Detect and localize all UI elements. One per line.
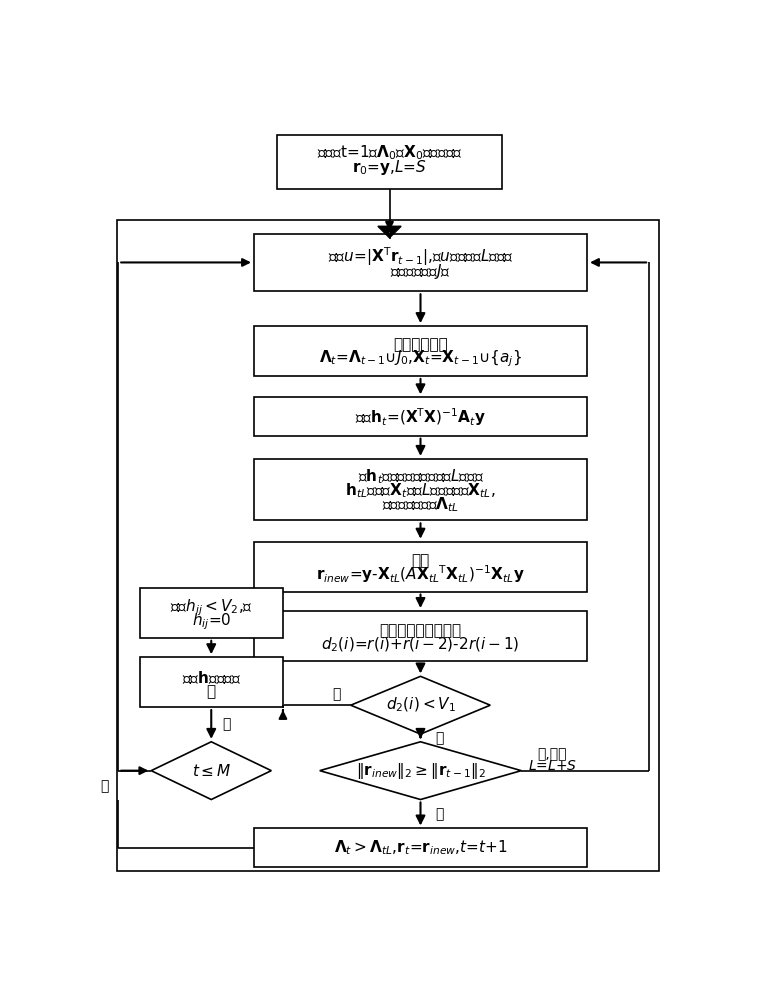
Text: $\mathbf{r}_{inew}$=$\mathbf{y}$-$\mathbf{X}_{tL}$($A$$\mathbf{X}_{tL}$$^\mathrm: $\mathbf{r}_{inew}$=$\mathbf{y}$-$\mathb… xyxy=(316,563,525,585)
Bar xyxy=(140,588,283,638)
Text: 否: 否 xyxy=(435,807,444,821)
Text: 计算$u$=|$\mathbf{X}^\mathrm{T}\mathbf{r}_{t-1}$|,选$u$中最大的$L$值对应: 计算$u$=|$\mathbf{X}^\mathrm{T}\mathbf{r}_… xyxy=(328,245,513,268)
Bar xyxy=(254,828,587,867)
Text: 初始化t=1，$\mathbf{\Lambda}_0$，$\mathbf{X}_0$为空矩阵，: 初始化t=1，$\mathbf{\Lambda}_0$，$\mathbf{X}_… xyxy=(317,144,462,162)
Bar xyxy=(254,542,587,592)
Bar xyxy=(254,459,587,520)
Bar xyxy=(140,657,283,707)
Text: 从$\mathbf{h}_t$中选出绝对值最大的$L$个记为: 从$\mathbf{h}_t$中选出绝对值最大的$L$个记为 xyxy=(357,467,483,486)
Polygon shape xyxy=(351,676,490,734)
Text: 是: 是 xyxy=(100,779,109,793)
Text: 下标存入集合$J$中: 下标存入集合$J$中 xyxy=(390,262,451,281)
Text: $L$=$L$+$S$: $L$=$L$+$S$ xyxy=(527,759,577,773)
Polygon shape xyxy=(151,742,271,800)
Text: $\mathbf{r}_0$=$\mathbf{y}$,$L$=$S$: $\mathbf{r}_0$=$\mathbf{y}$,$L$=$S$ xyxy=(352,158,427,177)
Bar xyxy=(254,611,587,661)
Text: $d_2(i)$=$r(i)$+$r(i-2)$-$2r(i-1)$: $d_2(i)$=$r(i)$+$r(i-2)$-$2r(i-1)$ xyxy=(321,635,520,654)
Text: 是,更新: 是,更新 xyxy=(537,747,567,761)
Polygon shape xyxy=(320,742,521,800)
Text: 得到$\mathbf{h}$，退出循: 得到$\mathbf{h}$，退出循 xyxy=(182,670,241,687)
Text: $\mathbf{h}_{tL}$，对应$\mathbf{X}_t$中的$L$个向量记为$\mathbf{X}_{tL}$,: $\mathbf{h}_{tL}$，对应$\mathbf{X}_t$中的$L$个… xyxy=(345,481,496,500)
Text: $h_{ij}$=0: $h_{ij}$=0 xyxy=(192,611,231,632)
Text: $\|\mathbf{r}_{inew}\|_2\geq\|\mathbf{r}_{t-1}\|_2$: $\|\mathbf{r}_{inew}\|_2\geq\|\mathbf{r}… xyxy=(356,761,486,781)
Bar xyxy=(117,220,659,871)
Bar xyxy=(254,397,587,436)
Text: $t$$\leq$$M$: $t$$\leq$$M$ xyxy=(192,763,231,779)
Polygon shape xyxy=(378,226,389,238)
Text: $\mathbf{\Lambda}_t$=$\mathbf{\Lambda}_{t-1}$∪$J_0$,$\mathbf{X}_t$=$\mathbf{X}_{: $\mathbf{\Lambda}_t$=$\mathbf{\Lambda}_{… xyxy=(319,348,522,369)
Text: 求得$\mathbf{h}_t$=($\mathbf{X}^\mathrm{T}\mathbf{X}$)$^{-1}$$\mathbf{A}_t$$\mathb: 求得$\mathbf{h}_t$=($\mathbf{X}^\mathrm{T}… xyxy=(355,406,486,428)
Text: 是: 是 xyxy=(333,687,341,701)
Bar xyxy=(254,234,587,291)
Text: 更新索引集合: 更新索引集合 xyxy=(393,337,448,352)
Bar xyxy=(254,326,587,376)
Text: 满足$h_{ij}<V_2$,则: 满足$h_{ij}<V_2$,则 xyxy=(169,597,252,618)
Text: 否: 否 xyxy=(435,731,444,745)
Text: 更新: 更新 xyxy=(411,553,429,568)
Text: 计算残差二阶差分：: 计算残差二阶差分： xyxy=(379,623,461,638)
Text: $\mathbf{\Lambda}_t$$>$$\mathbf{\Lambda}_{tL}$,$\mathbf{r}_t$=$\mathbf{r}_{inew}: $\mathbf{\Lambda}_t$$>$$\mathbf{\Lambda}… xyxy=(334,838,507,857)
Text: $d_2(i)<V_1$: $d_2(i)<V_1$ xyxy=(385,696,455,714)
Text: 否: 否 xyxy=(223,717,231,731)
Polygon shape xyxy=(389,226,401,238)
Text: 对应的下标记为$\mathbf{\Lambda}_{tL}$: 对应的下标记为$\mathbf{\Lambda}_{tL}$ xyxy=(382,495,459,514)
Bar xyxy=(277,135,502,189)
Text: 环: 环 xyxy=(207,685,216,700)
